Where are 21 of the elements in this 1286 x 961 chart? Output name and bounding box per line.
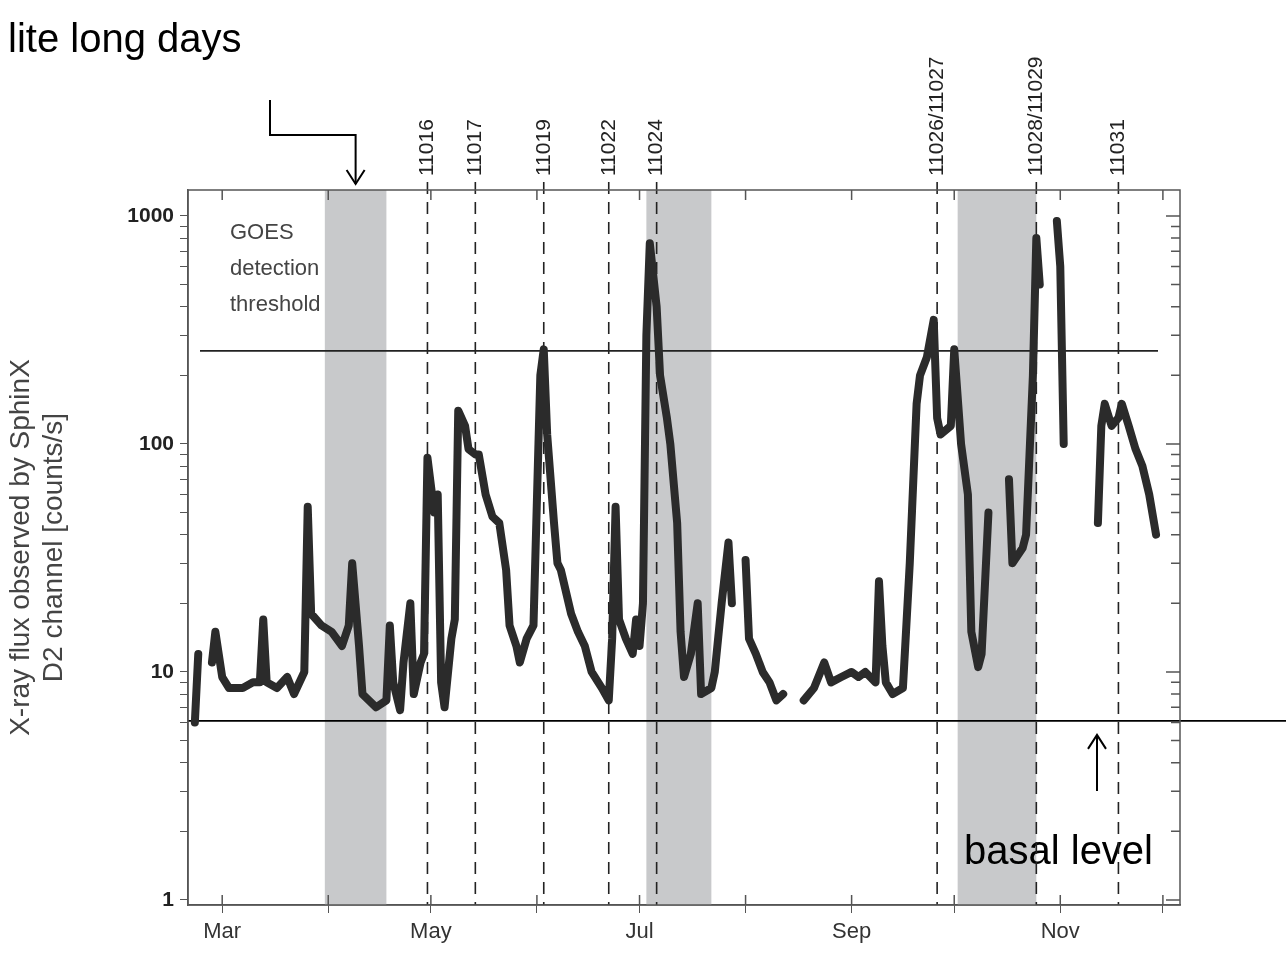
x-tick-label: Sep [832,918,872,944]
ref-line-label: 11026/11027 [923,56,947,176]
x-tick-label: Jul [625,918,654,944]
y-tick-label: 1 [162,886,175,910]
ref-line-label: 11019 [530,119,554,176]
y-tick-label: 100 [138,430,174,454]
ref-line-label: 11024 [643,118,667,176]
ref-line-label: basal level [964,828,1154,872]
y-tick-label: 1000 [127,202,174,226]
ref-line-label: 11031 [1105,119,1129,176]
ref-line-label: 11016 [414,119,438,176]
ref-line-label: 11028/11029 [1023,56,1047,176]
x-tick-label: Nov [1040,918,1080,944]
y-axis-title: X-ray flux observed by SphinX D2 channel [counts/s] [3,358,69,736]
ref-line-label: 11022 [595,119,619,176]
x-tick-label: Mar [203,918,242,944]
ref-line-label: 11017 [462,119,486,176]
x-tick-label: May [410,918,452,944]
y-tick-label: 10 [150,658,174,682]
band-label: lite long days [8,16,242,60]
ref-line-label: GOES detection threshold [230,219,321,317]
